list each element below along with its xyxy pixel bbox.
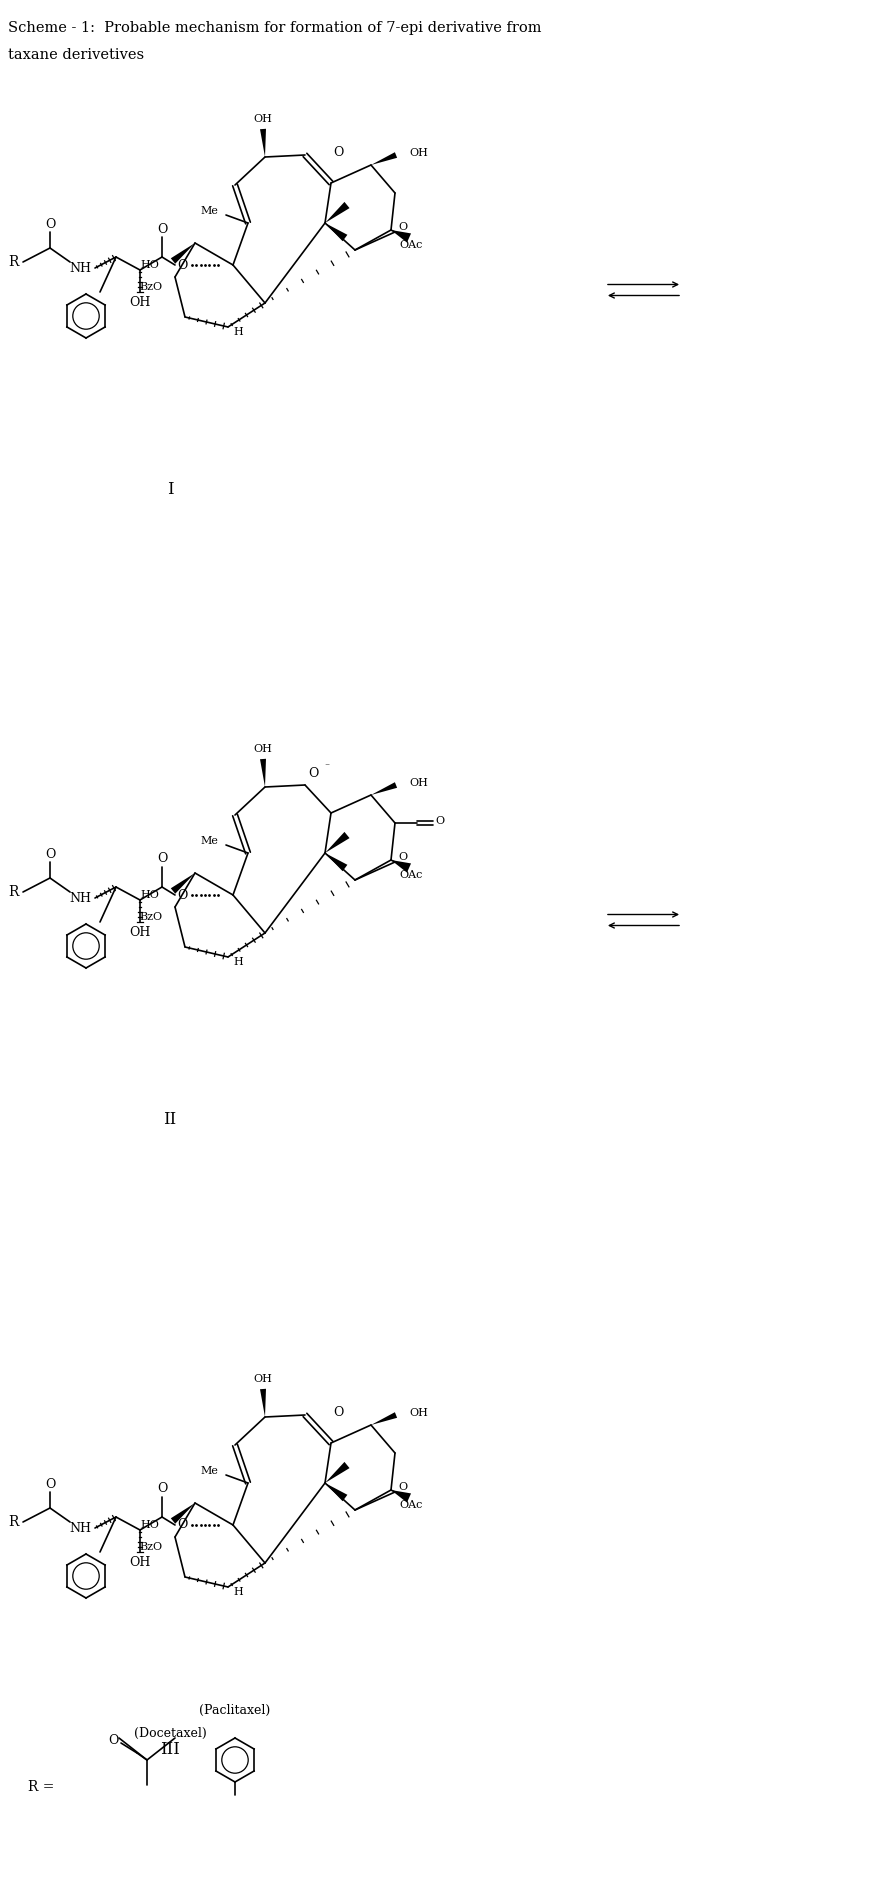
Polygon shape [371,783,397,794]
Polygon shape [260,1389,266,1417]
Text: R: R [8,885,18,899]
Text: I: I [167,481,173,498]
Text: HO: HO [140,260,159,270]
Polygon shape [325,853,348,872]
Text: OH: OH [409,1408,428,1417]
Text: H: H [233,1586,243,1598]
Text: O: O [45,217,56,230]
Text: II: II [163,1112,177,1129]
Polygon shape [171,1503,195,1524]
Text: ⁻: ⁻ [324,762,330,771]
Polygon shape [260,129,266,158]
Text: O: O [399,1482,408,1492]
Text: OH: OH [254,745,272,754]
Text: Me: Me [200,1467,218,1476]
Text: OH: OH [409,148,428,158]
Text: R =: R = [28,1780,55,1794]
Text: O: O [157,222,168,236]
Polygon shape [325,201,349,222]
Text: O: O [399,851,408,863]
Polygon shape [391,230,411,243]
Text: (Paclitaxel): (Paclitaxel) [200,1704,271,1716]
Text: HO: HO [140,1520,159,1530]
Text: OH: OH [254,114,272,124]
Text: OH: OH [129,1556,151,1569]
Text: NH: NH [69,1522,91,1535]
Polygon shape [371,152,397,165]
Text: O: O [157,853,168,866]
Text: Me: Me [200,205,218,217]
Text: O: O [177,889,187,901]
Polygon shape [325,1484,348,1501]
Text: BzO: BzO [140,912,163,922]
Polygon shape [171,872,195,893]
Text: O: O [435,815,444,826]
Text: OAc: OAc [399,870,422,880]
Text: R: R [8,1514,18,1530]
Text: OAc: OAc [399,239,422,251]
Text: R: R [8,255,18,270]
Text: HO: HO [140,889,159,901]
Text: Me: Me [200,836,218,846]
Text: OH: OH [129,296,151,310]
Text: O: O [177,258,187,272]
Text: BzO: BzO [140,281,163,293]
Text: NH: NH [69,891,91,904]
Text: O: O [45,847,56,861]
Text: O: O [399,222,408,232]
Text: O: O [332,1406,343,1419]
Polygon shape [325,832,349,853]
Polygon shape [171,243,195,264]
Polygon shape [391,1490,411,1503]
Polygon shape [371,1412,397,1425]
Text: taxane derivetives: taxane derivetives [8,48,144,63]
Text: O: O [177,1518,187,1531]
Text: NH: NH [69,262,91,274]
Text: O: O [332,146,343,158]
Text: OH: OH [254,1374,272,1383]
Text: O: O [308,766,318,779]
Polygon shape [260,758,266,787]
Text: H: H [233,327,243,336]
Text: Scheme - 1:  Probable mechanism for formation of 7-epi derivative from: Scheme - 1: Probable mechanism for forma… [8,21,541,34]
Text: O: O [45,1478,56,1490]
Text: OH: OH [409,777,428,788]
Polygon shape [325,1461,349,1484]
Polygon shape [391,861,411,872]
Text: H: H [233,958,243,967]
Text: O: O [157,1482,168,1495]
Polygon shape [325,222,348,241]
Text: OH: OH [129,927,151,939]
Text: (Docetaxel): (Docetaxel) [134,1727,206,1740]
Text: BzO: BzO [140,1543,163,1552]
Text: OAc: OAc [399,1499,422,1511]
Text: III: III [160,1742,180,1759]
Text: O: O [108,1733,118,1746]
